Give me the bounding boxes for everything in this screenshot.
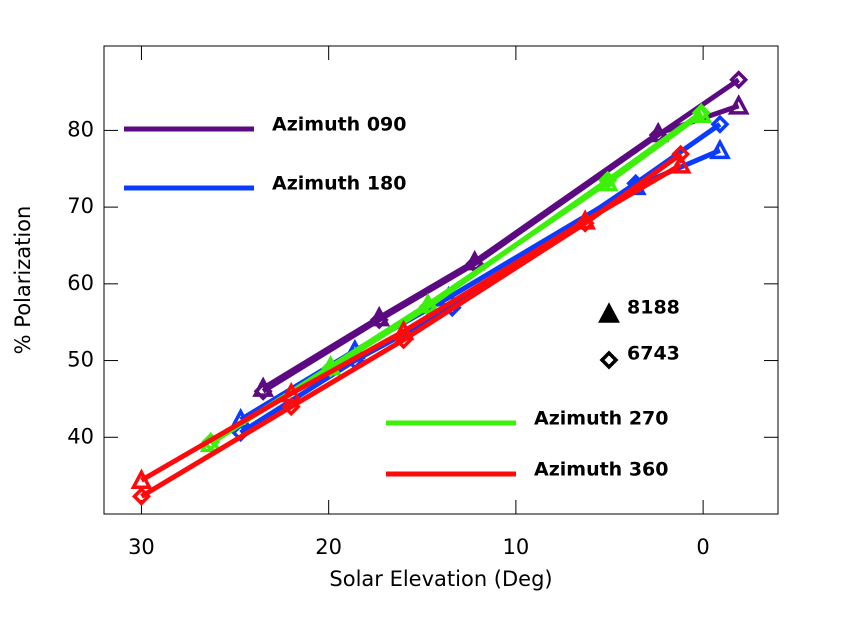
legend-label: 8188 xyxy=(627,297,680,319)
legend-label: Azimuth 360 xyxy=(534,459,668,481)
diamond-marker xyxy=(321,358,341,378)
diamond-marker xyxy=(671,144,691,164)
legend-label: Azimuth 090 xyxy=(272,114,406,136)
x-tick-label: 0 xyxy=(696,535,709,559)
y-axis-label: % Polarization xyxy=(11,206,35,355)
y-tick-label: 40 xyxy=(67,424,94,448)
legend-label: Azimuth 270 xyxy=(534,408,668,430)
legend-marker xyxy=(598,302,620,323)
diamond-marker xyxy=(281,397,301,417)
x-tick-label: 30 xyxy=(128,535,155,559)
triangle-marker xyxy=(709,138,731,160)
diamond-marker xyxy=(710,114,730,134)
series-line xyxy=(140,152,683,499)
legend-label: Azimuth 180 xyxy=(272,173,406,195)
diamond-marker xyxy=(131,486,151,506)
diamond-marker xyxy=(369,310,389,330)
diamond-marker xyxy=(575,213,595,233)
plot-frame xyxy=(103,45,779,515)
diamond-marker xyxy=(598,170,618,190)
legend-label: 6743 xyxy=(627,343,680,365)
diamond-marker xyxy=(691,103,711,123)
legend-marker xyxy=(599,350,619,370)
x-tick-label: 20 xyxy=(315,535,342,559)
x-tick-label: 10 xyxy=(503,535,530,559)
triangle-marker xyxy=(669,153,692,174)
diamond-marker xyxy=(729,70,749,90)
series-line xyxy=(261,77,741,394)
y-tick-label: 80 xyxy=(67,117,94,141)
diamond-marker xyxy=(253,381,273,401)
diamond-marker xyxy=(394,330,414,350)
x-axis-label: Solar Elevation (Deg) xyxy=(329,567,552,591)
y-tick-label: 60 xyxy=(67,271,94,295)
y-tick-label: 70 xyxy=(67,194,94,218)
triangle-marker xyxy=(727,94,750,115)
y-tick-label: 50 xyxy=(67,348,94,372)
